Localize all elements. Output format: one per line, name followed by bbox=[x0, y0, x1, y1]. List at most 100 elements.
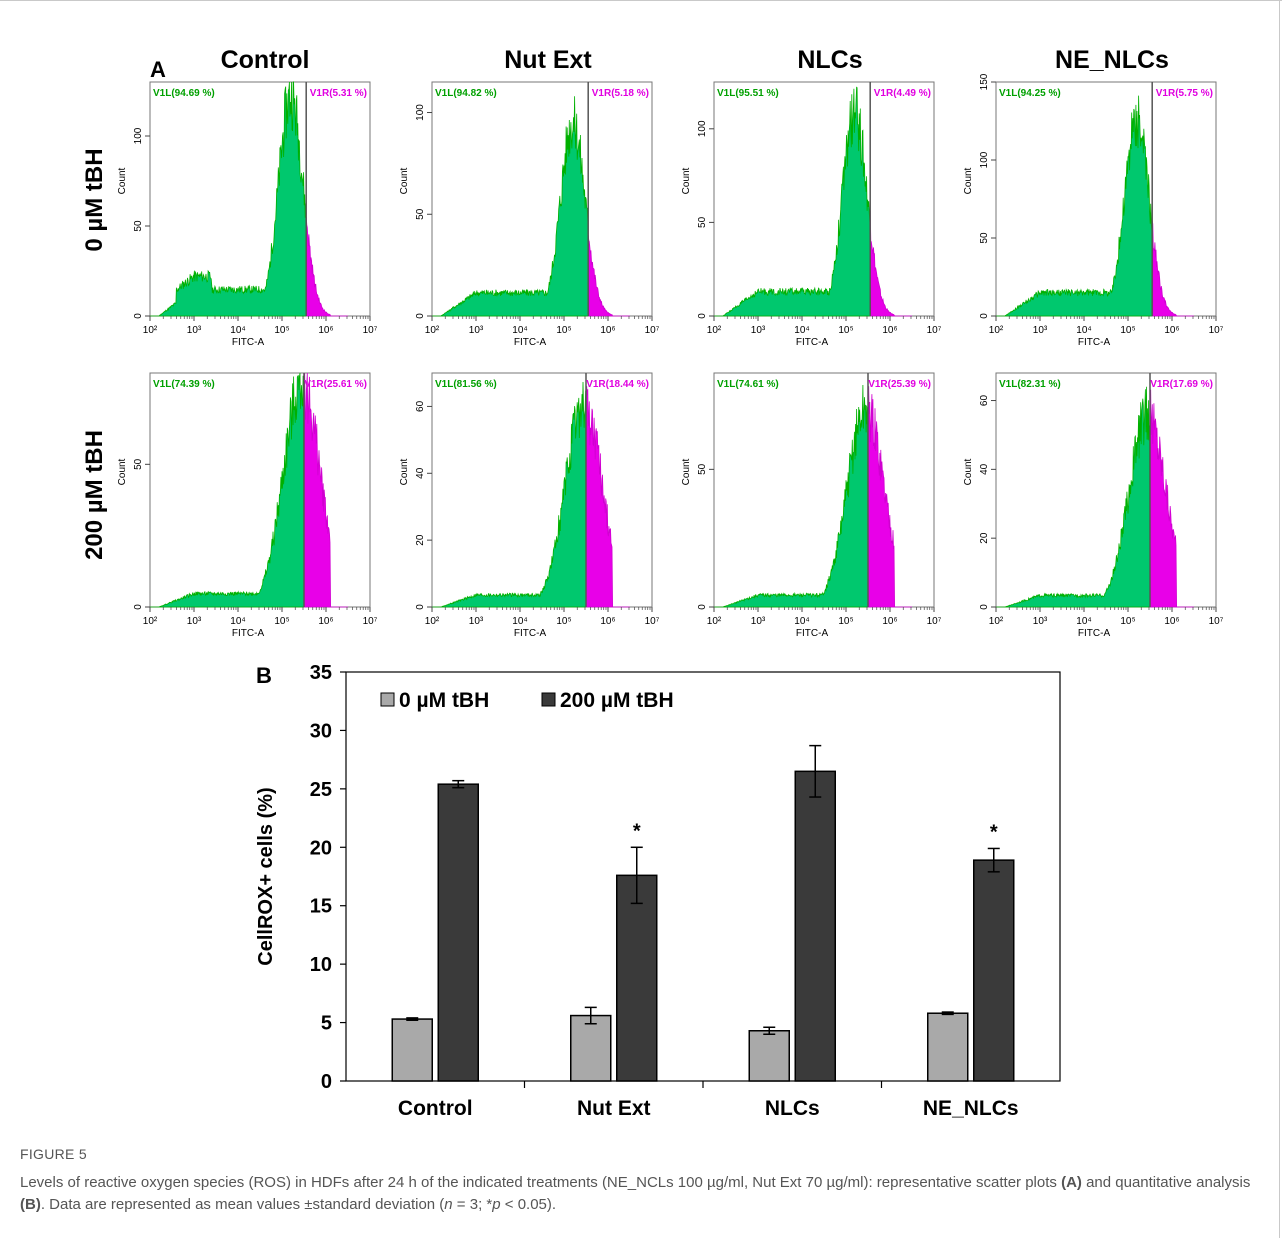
gate-right-label: V1R(25.61 %) bbox=[304, 379, 367, 390]
x-tick-label: 10⁷ bbox=[1209, 325, 1224, 336]
x-tick-label: 10⁷ bbox=[927, 325, 942, 336]
x-tick-label: 10⁶ bbox=[318, 616, 333, 627]
bar bbox=[437, 783, 479, 1082]
x-tick-label: 10² bbox=[425, 616, 440, 627]
histogram-gate-right bbox=[1151, 220, 1194, 317]
x-tick-label: 10² bbox=[989, 616, 1004, 627]
column-title: Control bbox=[221, 46, 310, 74]
x-tick-label: 10³ bbox=[1033, 616, 1048, 627]
y-tick-label: 20 bbox=[310, 837, 332, 859]
histogram-plot: V1L(95.51 %) V1R(4.49 %) 10² 10³ 10⁴ 10⁵ 10⁶ 10… bbox=[681, 81, 942, 348]
x-tick-label: 10³ bbox=[751, 325, 766, 336]
y-tick-label: 10 bbox=[310, 954, 332, 976]
y-tick-label: 5 bbox=[321, 1013, 332, 1035]
x-tick-label: 10⁴ bbox=[230, 325, 245, 336]
x-tick-label: 10⁴ bbox=[1076, 325, 1091, 336]
x-tick-label: 10⁷ bbox=[645, 616, 660, 627]
bar bbox=[616, 874, 658, 1082]
x-tick-label: 10⁵ bbox=[274, 616, 289, 627]
histogram-gate-right bbox=[305, 216, 348, 317]
caption-ref-a: (A) bbox=[1061, 1174, 1082, 1191]
y-tick-label: 50 bbox=[697, 216, 708, 228]
gate-right-label: V1R(17.69 %) bbox=[1150, 379, 1213, 390]
histogram-gate-left bbox=[996, 95, 1153, 317]
legend-swatch bbox=[380, 692, 395, 707]
x-tick-label: 10⁴ bbox=[794, 616, 809, 627]
gate-right-label: V1R(5.31 %) bbox=[310, 88, 367, 99]
gate-right-label: V1R(5.75 %) bbox=[1156, 88, 1213, 99]
x-axis-label: FITC-A bbox=[232, 337, 265, 348]
y-axis-label: Count bbox=[681, 458, 692, 485]
y-axis-label: Count bbox=[117, 167, 128, 194]
histogram-frame bbox=[995, 372, 1217, 608]
histogram-frame bbox=[713, 372, 935, 608]
y-tick-label: 0 bbox=[321, 1071, 332, 1093]
x-tick-label: 10³ bbox=[187, 325, 202, 336]
x-tick-label: 10⁵ bbox=[838, 616, 853, 627]
caption-text-2: and quantitative analysis bbox=[1081, 1174, 1251, 1191]
y-tick-label: 50 bbox=[133, 458, 144, 470]
y-tick-label: 30 bbox=[310, 720, 332, 742]
bar bbox=[748, 1030, 790, 1082]
figure-number: FIGURE 5 bbox=[20, 1146, 87, 1162]
y-tick-label: 0 bbox=[415, 604, 426, 610]
histogram-gate-left bbox=[150, 81, 307, 317]
bar bbox=[927, 1012, 969, 1082]
x-tick-label: NE_NLCs bbox=[923, 1097, 1019, 1120]
y-tick-label: 20 bbox=[979, 532, 990, 544]
histogram-gate-right bbox=[869, 210, 912, 317]
caption-text-4: = 3; * bbox=[452, 1196, 493, 1213]
gate-left-label: V1L(95.51 %) bbox=[717, 88, 779, 99]
x-tick-label: 10⁴ bbox=[512, 616, 527, 627]
histogram-plot: V1L(82.31 %) V1R(17.69 %) 10² 10³ 10⁴ 10⁵ 10⁶ 1… bbox=[963, 372, 1224, 639]
histogram-frame bbox=[713, 81, 935, 317]
legend-swatch bbox=[541, 692, 556, 707]
y-tick-label: 25 bbox=[310, 779, 332, 801]
row-title: 200 µM tBH bbox=[81, 430, 108, 560]
histogram-frame bbox=[149, 81, 371, 317]
column-title: NE_NLCs bbox=[1055, 46, 1169, 74]
x-tick-label: 10⁶ bbox=[1164, 325, 1179, 336]
y-tick-label: 40 bbox=[415, 467, 426, 479]
y-tick-label: 50 bbox=[697, 463, 708, 475]
x-tick-label: 10⁷ bbox=[927, 616, 942, 627]
legend-label: 0 µM tBH bbox=[399, 689, 489, 712]
panel-b-label: B bbox=[256, 663, 272, 688]
x-axis-label: FITC-A bbox=[232, 628, 265, 639]
histogram-gate-left bbox=[996, 386, 1151, 608]
x-tick-label: 10³ bbox=[469, 325, 484, 336]
y-tick-label: 15 bbox=[310, 896, 332, 918]
caption-n: n bbox=[444, 1196, 453, 1213]
x-tick-label: 10⁷ bbox=[645, 325, 660, 336]
histogram-gate-left bbox=[714, 384, 869, 608]
histogram-plot: V1L(74.61 %) V1R(25.39 %) 10² 10³ 10⁴ 10⁵ 10⁶ 1… bbox=[681, 372, 942, 639]
x-tick-label: Nut Ext bbox=[577, 1097, 651, 1120]
x-tick-label: 10⁵ bbox=[1120, 616, 1135, 627]
x-axis-label: FITC-A bbox=[1078, 628, 1111, 639]
x-tick-label: Control bbox=[398, 1097, 473, 1120]
x-axis-label: FITC-A bbox=[796, 628, 829, 639]
caption-text-1: Levels of reactive oxygen species (ROS) … bbox=[20, 1174, 1062, 1191]
x-tick-label: 10⁴ bbox=[230, 616, 245, 627]
legend-label: 200 µM tBH bbox=[560, 689, 674, 712]
x-tick-label: 10³ bbox=[1033, 325, 1048, 336]
caption-text-3: . Data are represented as mean values ±s… bbox=[40, 1196, 445, 1213]
x-tick-label: 10⁶ bbox=[600, 325, 615, 336]
y-axis-label: Count bbox=[963, 167, 974, 194]
y-tick-label: 100 bbox=[697, 120, 708, 137]
x-tick-label: 10⁷ bbox=[363, 325, 378, 336]
y-tick-label: 50 bbox=[979, 232, 990, 244]
x-tick-label: 10² bbox=[707, 325, 722, 336]
panel-b: B 0 5 10 15 20 25 30 35 CellROX+ cells (%) Control… bbox=[255, 662, 1061, 1120]
panel-a: A Control Nut Ext NLCs NE_NLCs 0 µM tBH 200 µM… bbox=[81, 46, 1224, 639]
bar bbox=[973, 859, 1015, 1082]
histogram-frame bbox=[431, 372, 653, 608]
caption-ref-b: (B) bbox=[20, 1196, 41, 1213]
x-axis-label: FITC-A bbox=[514, 337, 547, 348]
gate-right-label: V1R(25.39 %) bbox=[868, 379, 931, 390]
y-axis-label: Count bbox=[117, 458, 128, 485]
x-tick-label: 10² bbox=[425, 325, 440, 336]
gate-left-label: V1L(81.56 %) bbox=[435, 379, 497, 390]
y-tick-label: 0 bbox=[697, 313, 708, 319]
